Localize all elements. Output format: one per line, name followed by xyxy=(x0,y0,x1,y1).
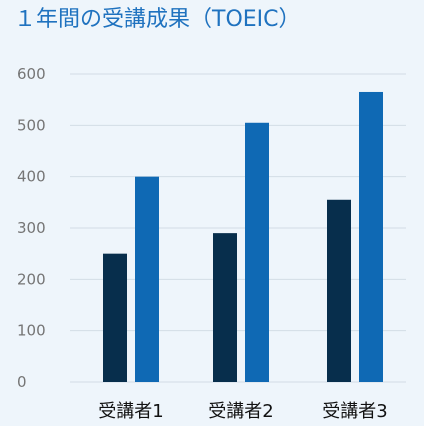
y-tick-label: 100 xyxy=(17,322,46,340)
x-category-label: 受講者3 xyxy=(322,401,387,422)
y-tick-label: 600 xyxy=(17,65,46,83)
y-tick-label: 0 xyxy=(17,373,27,391)
chart-title: １年間の受講成果（TOEIC） xyxy=(14,7,301,32)
y-tick-label: 400 xyxy=(17,168,46,186)
x-category-label: 受講者2 xyxy=(208,401,273,422)
bar-2-2 xyxy=(245,122,269,383)
bar-3-1 xyxy=(327,199,351,382)
y-tick-label: 300 xyxy=(17,219,46,237)
bar-2-1 xyxy=(213,233,237,382)
bar-1-2 xyxy=(135,176,159,382)
bar-1-1 xyxy=(103,253,127,382)
y-tick-label: 200 xyxy=(17,270,46,288)
x-category-label: 受講者1 xyxy=(98,401,163,422)
y-tick-label: 500 xyxy=(17,116,46,134)
bar-3-2 xyxy=(359,91,383,382)
